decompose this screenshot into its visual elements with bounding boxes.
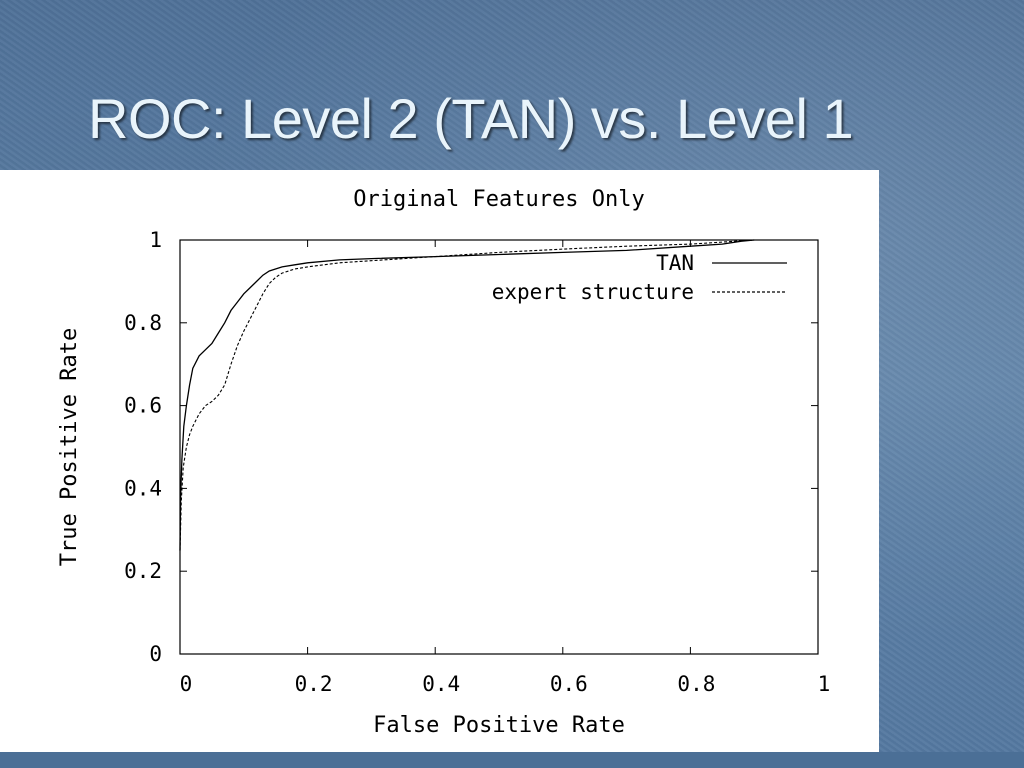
y-tick-label: 0.6: [124, 394, 162, 418]
legend-label: TAN: [656, 251, 694, 275]
chart-title: Original Features Only: [353, 187, 644, 212]
y-tick-label: 0.2: [124, 559, 162, 583]
x-tick-label: 0.4: [422, 672, 460, 696]
series-line-expert-structure: [179, 239, 755, 551]
series-line-tan: [179, 239, 755, 551]
x-tick-label: 0.2: [295, 672, 333, 696]
x-axis-label: False Positive Rate: [373, 713, 625, 738]
x-tick-label: 0.8: [677, 672, 715, 696]
legend-label: expert structure: [492, 280, 694, 304]
legend: TAN expert structure: [492, 251, 787, 304]
y-tick-label: 0: [149, 642, 162, 666]
chart-panel: Original Features Only False Positive Ra…: [0, 170, 879, 752]
y-axis-label: True Positive Rate: [57, 328, 82, 566]
y-tick-label: 0.4: [124, 476, 162, 500]
plot-frame: [179, 239, 819, 655]
series-layer: [179, 239, 755, 551]
x-tick-label: 0: [180, 672, 193, 696]
slide-title: ROC: Level 2 (TAN) vs. Level 1: [88, 87, 854, 150]
y-tick-label: 1: [149, 228, 162, 252]
x-tick-label: 0.6: [550, 672, 588, 696]
roc-chart: Original Features Only False Positive Ra…: [57, 187, 830, 738]
x-tick-label: 1: [818, 672, 831, 696]
bottom-band: [0, 752, 1024, 768]
y-tick-label: 0.8: [124, 311, 162, 335]
axis-ticks: 0 0.2 0.4 0.6 0.8 1 0 0.2 0.4 0.6 0.8 1: [124, 228, 830, 696]
